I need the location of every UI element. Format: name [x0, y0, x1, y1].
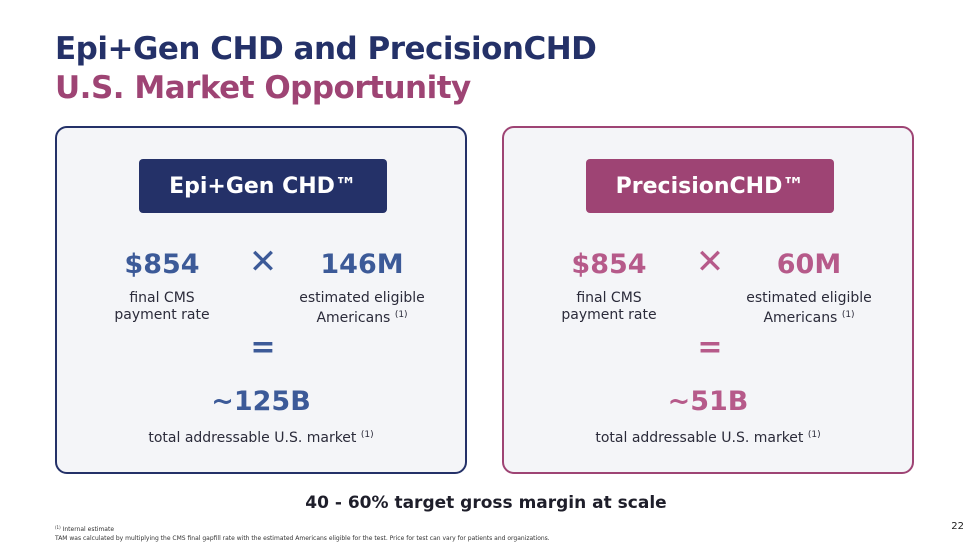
slide-title: Epi+Gen CHD and PrecisionCHD [55, 31, 597, 67]
epigen-panel: Epi+Gen CHD™ $854 ✕ 146M final CMS payme… [55, 126, 467, 474]
total-label-text: total addressable U.S. market [148, 430, 357, 446]
epigen-price: $854 [124, 249, 200, 280]
total-label-text: total addressable U.S. market [595, 430, 804, 446]
equals-icon: = [697, 330, 723, 365]
gross-margin-note: 40 - 60% target gross margin at scale [305, 493, 667, 513]
epigen-price-label: final CMS payment rate [62, 290, 262, 324]
price-label-line2: payment rate [114, 307, 210, 323]
footnote-1-text: Internal estimate [62, 526, 115, 533]
precisionchd-badge: PrecisionCHD™ [586, 159, 834, 213]
price-label-line2: payment rate [561, 307, 657, 323]
precisionchd-total-label: total addressable U.S. market (1) [504, 430, 912, 446]
epigen-total-label: total addressable U.S. market (1) [57, 430, 465, 446]
pop-label-line1: estimated eligible [746, 290, 872, 306]
multiply-icon: ✕ [695, 242, 725, 282]
footnote-ref: (1) [807, 430, 821, 440]
page-number: 22 [951, 521, 964, 532]
footnote-2: TAM was calculated by multiplying the CM… [55, 535, 550, 542]
footnote-ref: (1) [360, 430, 374, 440]
price-label-line1: final CMS [129, 290, 195, 306]
footnote-ref: (1) [841, 310, 855, 320]
precisionchd-total: ~51B [667, 386, 749, 417]
multiply-icon: ✕ [248, 242, 278, 282]
footnote-ref: (1) [394, 310, 408, 320]
pop-label-line2: Americans [763, 310, 838, 326]
price-label-line1: final CMS [576, 290, 642, 306]
equals-icon: = [250, 330, 276, 365]
precisionchd-price: $854 [571, 249, 647, 280]
epigen-population-label: estimated eligible Americans (1) [262, 290, 462, 327]
footnote-marker: (1) [55, 525, 61, 530]
epigen-population: 146M [320, 249, 404, 280]
epigen-total: ~125B [211, 386, 311, 417]
pop-label-line1: estimated eligible [299, 290, 425, 306]
epigen-badge: Epi+Gen CHD™ [139, 159, 387, 213]
precisionchd-population-label: estimated eligible Americans (1) [709, 290, 909, 327]
precisionchd-price-label: final CMS payment rate [509, 290, 709, 324]
precisionchd-population: 60M [776, 249, 842, 280]
footnote-1: (1) Internal estimate [55, 525, 114, 533]
slide-subtitle: U.S. Market Opportunity [55, 70, 471, 106]
pop-label-line2: Americans [316, 310, 391, 326]
precisionchd-panel: PrecisionCHD™ $854 ✕ 60M final CMS payme… [502, 126, 914, 474]
